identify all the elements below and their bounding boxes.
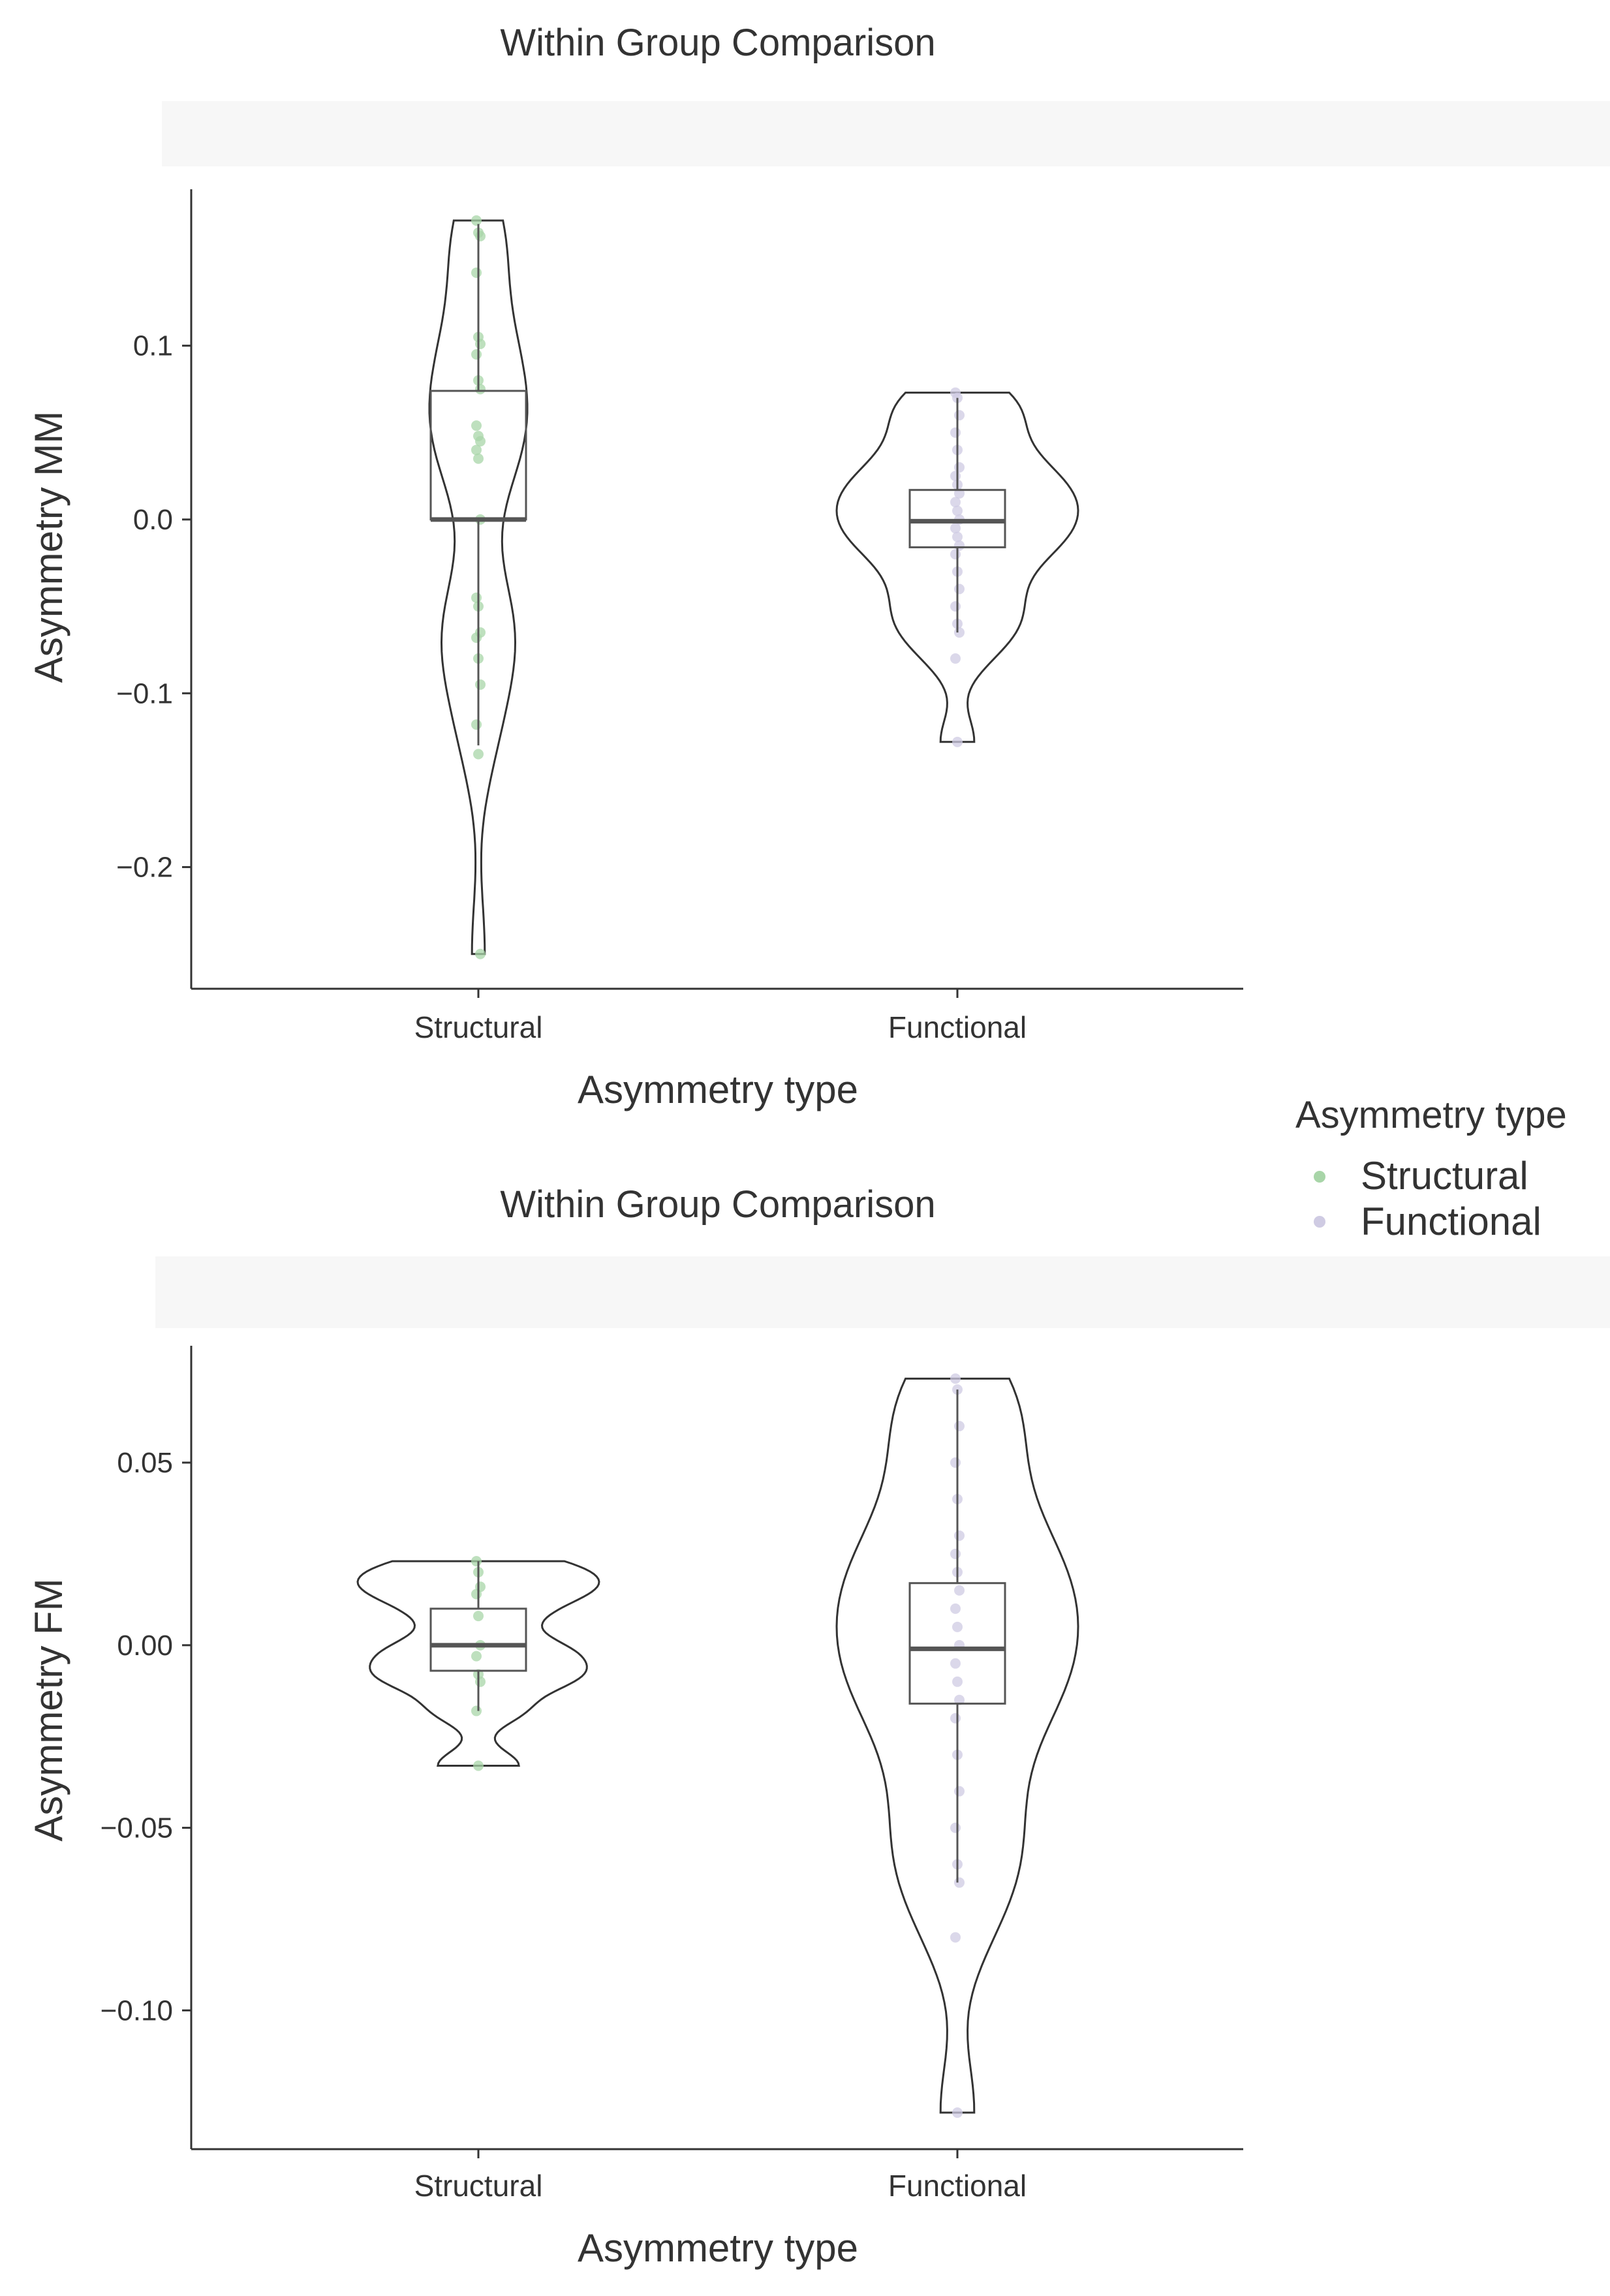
x-axis-label: Asymmetry type xyxy=(578,2226,858,2270)
data-point-functional xyxy=(950,601,961,612)
legend-marker-structural xyxy=(1314,1171,1325,1183)
data-point-structural xyxy=(471,592,482,603)
data-point-structural xyxy=(471,1705,482,1716)
data-point-functional xyxy=(950,653,961,664)
data-point-functional xyxy=(950,1713,961,1724)
data-point-functional xyxy=(950,427,961,438)
data-point-structural xyxy=(471,719,482,730)
legend-label-structural: Structural xyxy=(1361,1154,1528,1198)
data-point-functional xyxy=(954,1877,965,1888)
data-point-functional xyxy=(950,1603,961,1614)
violin-structural xyxy=(356,1560,600,1767)
box-functional xyxy=(908,1582,1006,1705)
data-point-functional xyxy=(950,1822,961,1833)
y-tick-label: −0.2 xyxy=(116,852,173,884)
data-point-structural xyxy=(471,632,482,644)
legend-item-structural: Structural xyxy=(1314,1154,1528,1198)
data-point-functional xyxy=(952,531,963,542)
data-point-structural xyxy=(471,349,482,360)
data-point-functional xyxy=(950,497,961,508)
legend-title: Asymmetry type xyxy=(1295,1094,1567,1136)
x-tick-label: Structural xyxy=(414,1010,543,1044)
data-point-functional xyxy=(954,1530,965,1541)
data-point-functional xyxy=(954,627,965,638)
chart-panel-asymmetry-mm: Within Group Comparison Asymmetry MM Asy… xyxy=(27,22,1610,1111)
data-point-functional xyxy=(950,1658,961,1669)
x-tick-label: Structural xyxy=(414,2169,543,2203)
data-point-functional xyxy=(950,1373,961,1384)
data-point-structural xyxy=(473,1760,484,1771)
legend-item-functional: Functional xyxy=(1314,1200,1541,1243)
data-point-structural xyxy=(475,679,486,690)
data-point-structural xyxy=(475,436,486,447)
y-axis-label: Asymmetry MM xyxy=(27,411,70,683)
data-point-structural xyxy=(471,1589,482,1600)
x-tick-label: Functional xyxy=(888,1010,1027,1044)
y-tick-label: 0.1 xyxy=(133,330,173,362)
data-point-functional xyxy=(954,1421,965,1432)
x-axis-label: Asymmetry type xyxy=(578,1068,858,1111)
legend: Asymmetry type Structural Functional xyxy=(1295,1094,1567,1243)
data-point-functional xyxy=(954,1694,965,1705)
data-point-structural xyxy=(471,444,482,456)
data-point-structural xyxy=(471,420,482,431)
data-point-functional xyxy=(950,1932,961,1943)
chart-title: Within Group Comparison xyxy=(500,1183,935,1226)
chart-panel-asymmetry-fm: Within Group Comparison Asymmetry FM Asy… xyxy=(27,1183,1610,2270)
legend-marker-functional xyxy=(1314,1216,1325,1228)
data-point-functional xyxy=(952,1676,963,1687)
y-tick-label: 0.05 xyxy=(117,1447,173,1479)
data-point-structural xyxy=(475,948,486,959)
data-point-structural xyxy=(473,453,484,464)
data-point-structural xyxy=(475,1676,486,1687)
data-point-structural xyxy=(475,230,486,241)
data-point-structural xyxy=(473,749,484,760)
y-tick-label: 0.0 xyxy=(133,504,173,536)
chart-title: Within Group Comparison xyxy=(500,22,935,64)
y-tick-label: −0.1 xyxy=(116,677,173,709)
data-point-functional xyxy=(950,1548,961,1559)
title-strip xyxy=(162,101,1610,166)
data-point-structural xyxy=(471,215,482,226)
data-point-functional xyxy=(952,505,963,516)
data-point-structural xyxy=(473,1611,484,1622)
data-point-functional xyxy=(950,1457,961,1468)
violin-functional xyxy=(835,1377,1079,2114)
title-strip xyxy=(155,1256,1610,1328)
data-point-functional xyxy=(954,583,965,595)
data-point-structural xyxy=(471,267,482,278)
data-point-functional xyxy=(952,736,963,747)
violin-functional xyxy=(835,392,1079,743)
data-point-functional xyxy=(950,549,961,560)
data-point-structural xyxy=(475,384,486,395)
data-point-structural xyxy=(471,1556,482,1567)
y-tick-label: −0.10 xyxy=(101,1994,173,2026)
legend-label-functional: Functional xyxy=(1361,1200,1541,1243)
y-axis-label: Asymmetry FM xyxy=(27,1578,70,1841)
data-point-structural xyxy=(471,1651,482,1662)
x-tick-label: Functional xyxy=(888,2169,1027,2203)
data-point-functional xyxy=(952,2107,963,2118)
violin-structural xyxy=(428,219,529,955)
y-tick-label: 0.00 xyxy=(117,1630,173,1662)
data-point-structural xyxy=(475,339,486,350)
data-point-functional xyxy=(954,1786,965,1797)
data-point-functional xyxy=(950,523,961,534)
data-point-functional xyxy=(954,410,965,421)
box-functional xyxy=(908,489,1006,549)
data-point-functional xyxy=(952,1621,963,1632)
data-point-functional xyxy=(950,471,961,482)
data-point-functional xyxy=(954,1585,965,1596)
y-tick-label: −0.05 xyxy=(101,1812,173,1844)
box-structural xyxy=(429,1607,527,1672)
